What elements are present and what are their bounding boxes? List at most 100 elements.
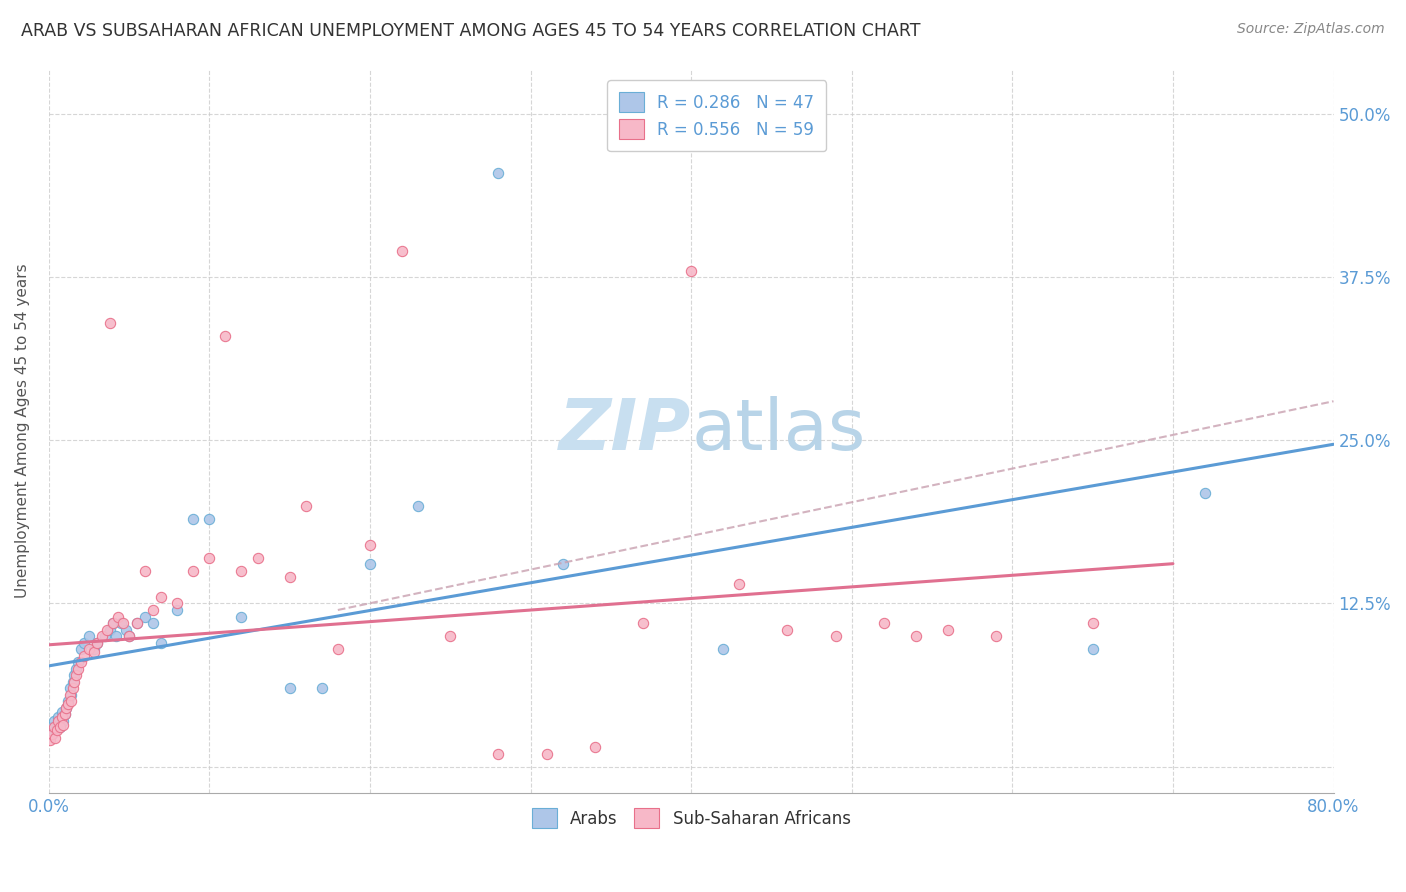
Point	[42, 720, 65, 734]
Point	[536, 747, 558, 761]
Point	[986, 629, 1008, 643]
Point	[51, 710, 73, 724]
Point	[486, 166, 509, 180]
Point	[101, 615, 124, 630]
Point	[118, 629, 141, 643]
Point	[391, 244, 413, 259]
Point	[246, 550, 269, 565]
Point	[359, 538, 381, 552]
Point	[728, 577, 751, 591]
Point	[55, 701, 77, 715]
Point	[48, 714, 70, 728]
Point	[936, 623, 959, 637]
Point	[83, 642, 105, 657]
Point	[59, 681, 82, 696]
Point	[142, 603, 165, 617]
Point	[98, 623, 121, 637]
Text: atlas: atlas	[692, 396, 866, 465]
Point	[44, 723, 66, 737]
Point	[83, 645, 105, 659]
Point	[41, 727, 63, 741]
Point	[583, 739, 606, 754]
Point	[59, 688, 82, 702]
Text: ARAB VS SUBSAHARAN AFRICAN UNEMPLOYMENT AMONG AGES 45 TO 54 YEARS CORRELATION CH: ARAB VS SUBSAHARAN AFRICAN UNEMPLOYMENT …	[21, 22, 921, 40]
Point	[439, 629, 461, 643]
Point	[326, 642, 349, 657]
Point	[63, 674, 86, 689]
Point	[77, 642, 100, 657]
Point	[359, 558, 381, 572]
Point	[94, 629, 117, 643]
Point	[62, 674, 84, 689]
Point	[110, 615, 132, 630]
Point	[776, 623, 799, 637]
Point	[53, 707, 76, 722]
Point	[73, 648, 96, 663]
Point	[49, 720, 72, 734]
Point	[631, 615, 654, 630]
Point	[904, 629, 927, 643]
Point	[44, 731, 66, 745]
Point	[42, 714, 65, 728]
Point	[70, 642, 93, 657]
Point	[53, 707, 76, 722]
Point	[111, 615, 134, 630]
Text: ZIP: ZIP	[558, 396, 692, 465]
Point	[166, 603, 188, 617]
Point	[278, 681, 301, 696]
Point	[65, 668, 87, 682]
Legend: Arabs, Sub-Saharan Africans: Arabs, Sub-Saharan Africans	[524, 801, 858, 835]
Point	[278, 570, 301, 584]
Point	[125, 615, 148, 630]
Point	[45, 718, 67, 732]
Point	[873, 615, 896, 630]
Point	[198, 511, 221, 525]
Point	[98, 316, 121, 330]
Point	[406, 499, 429, 513]
Point	[52, 718, 75, 732]
Point	[1194, 485, 1216, 500]
Point	[48, 710, 70, 724]
Point	[231, 564, 253, 578]
Point	[86, 635, 108, 649]
Point	[60, 688, 83, 702]
Point	[90, 629, 112, 643]
Point	[56, 694, 79, 708]
Point	[181, 564, 204, 578]
Point	[65, 662, 87, 676]
Point	[77, 629, 100, 643]
Point	[214, 329, 236, 343]
Point	[56, 697, 79, 711]
Point	[96, 623, 118, 637]
Point	[711, 642, 734, 657]
Point	[311, 681, 333, 696]
Point	[60, 694, 83, 708]
Point	[52, 714, 75, 728]
Point	[45, 723, 67, 737]
Point	[150, 635, 173, 649]
Point	[63, 668, 86, 682]
Point	[486, 747, 509, 761]
Point	[231, 609, 253, 624]
Point	[49, 720, 72, 734]
Point	[39, 720, 62, 734]
Point	[1081, 642, 1104, 657]
Point	[294, 499, 316, 513]
Point	[62, 681, 84, 696]
Point	[105, 629, 128, 643]
Point	[134, 609, 156, 624]
Point	[166, 597, 188, 611]
Point	[41, 727, 63, 741]
Point	[824, 629, 846, 643]
Point	[681, 264, 703, 278]
Point	[150, 590, 173, 604]
Point	[114, 623, 136, 637]
Point	[551, 558, 574, 572]
Point	[51, 705, 73, 719]
Point	[142, 615, 165, 630]
Point	[107, 609, 129, 624]
Point	[55, 701, 77, 715]
Point	[101, 615, 124, 630]
Point	[39, 733, 62, 747]
Point	[73, 635, 96, 649]
